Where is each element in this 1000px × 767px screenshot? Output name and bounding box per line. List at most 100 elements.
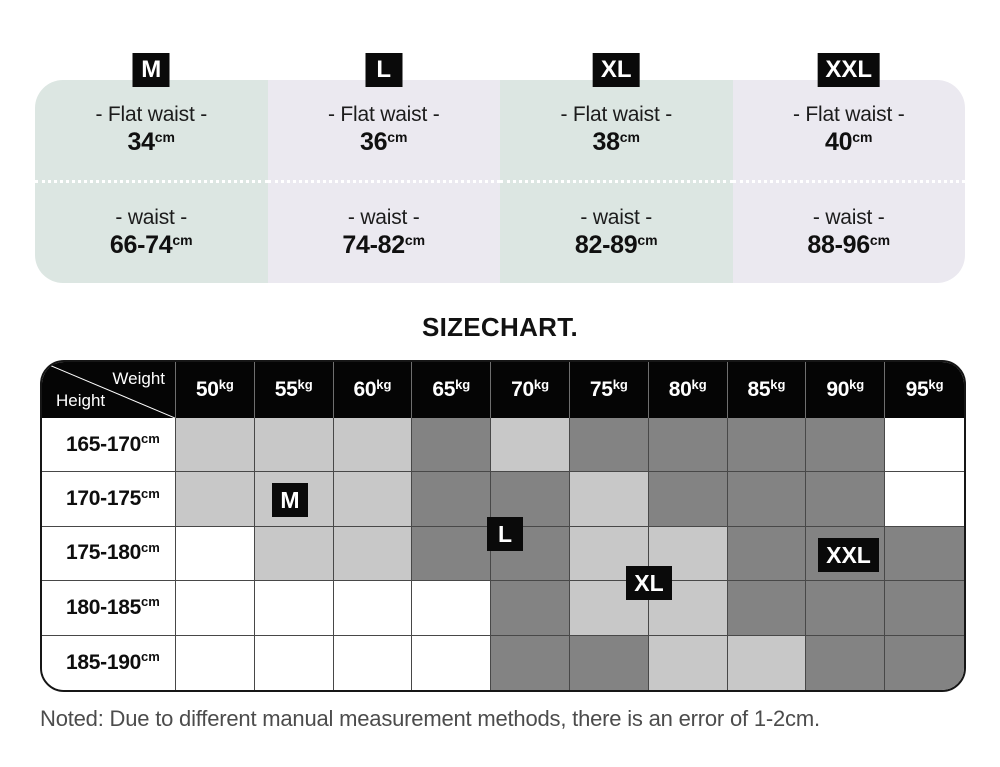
size-cell bbox=[254, 526, 334, 582]
height-row-label-180-185: 180-185 cm bbox=[42, 581, 176, 636]
size-cell bbox=[491, 635, 570, 690]
size-cell bbox=[727, 472, 807, 527]
size-cell bbox=[570, 418, 649, 473]
size-badge-m: M bbox=[132, 53, 170, 87]
unit-superscript: kg bbox=[849, 376, 865, 392]
unit-superscript: kg bbox=[218, 376, 234, 392]
unit-superscript: kg bbox=[376, 376, 392, 392]
table-size-badge-xxl: XXL bbox=[818, 538, 879, 572]
size-cell bbox=[885, 418, 964, 473]
unit-superscript: cm bbox=[172, 232, 193, 248]
unit-superscript: cm bbox=[637, 232, 658, 248]
flat-waist-label: - Flat waist - bbox=[327, 103, 440, 126]
size-table-grid: Weight Height 50 kg 55 kg 60 kg 65 kg 70 kg 75 kg 80 kg… bbox=[42, 362, 964, 690]
size-cell bbox=[648, 418, 728, 473]
page-title: SIZECHART. bbox=[421, 312, 579, 342]
waist-value: 74-82cm bbox=[342, 231, 426, 259]
unit-superscript: kg bbox=[691, 376, 707, 392]
flat-waist-section: - Flat waist -36cm bbox=[267, 80, 500, 183]
size-badge-xl: XL bbox=[592, 53, 640, 87]
unit-superscript: cm bbox=[619, 129, 640, 145]
corner-weight-label: Weight bbox=[112, 369, 165, 388]
size-cell bbox=[648, 635, 728, 690]
flat-waist-label: - Flat waist - bbox=[560, 103, 673, 126]
size-cell bbox=[412, 635, 492, 690]
size-cell bbox=[333, 418, 413, 473]
height-row-label-185-190: 185-190 cm bbox=[42, 635, 176, 690]
size-cell bbox=[254, 581, 334, 636]
waist-section: - waist -66-74cm bbox=[35, 183, 268, 283]
flat-waist-value: 40cm bbox=[825, 128, 873, 156]
size-cell bbox=[333, 526, 413, 582]
size-cell bbox=[333, 472, 413, 527]
flat-waist-label: - Flat waist - bbox=[95, 103, 208, 126]
weight-header-90kg: 90 kg bbox=[806, 362, 886, 418]
size-cell bbox=[806, 581, 886, 636]
size-cell bbox=[333, 635, 413, 690]
flat-waist-section: - Flat waist -38cm bbox=[500, 80, 733, 183]
size-cell bbox=[727, 581, 807, 636]
flat-waist-section: - Flat waist -40cm bbox=[732, 80, 965, 183]
size-cell bbox=[727, 635, 807, 690]
unit-superscript: cm bbox=[852, 129, 873, 145]
size-cell bbox=[176, 635, 255, 690]
measurement-note: Noted: Due to different manual measureme… bbox=[40, 706, 820, 731]
weight-header-60kg: 60 kg bbox=[333, 362, 413, 418]
size-column-l: L- Flat waist -36cm - waist -74-82cm bbox=[267, 53, 500, 283]
size-column-m: M- Flat waist -34cm - waist -66-74cm bbox=[35, 53, 268, 283]
unit-superscript: kg bbox=[770, 376, 786, 392]
size-column-xxl: XXL - Flat waist -40cm - waist -88-96cm bbox=[732, 53, 966, 283]
unit-superscript: cm bbox=[154, 129, 175, 145]
unit-superscript: cm bbox=[869, 232, 891, 248]
measurement-panel: M- Flat waist -34cm - waist -66-74cm L - Fl… bbox=[35, 53, 966, 283]
size-cell bbox=[412, 472, 492, 527]
waist-value: 88-96cm bbox=[807, 231, 891, 259]
size-cell bbox=[885, 472, 964, 527]
waist-label: - waist - bbox=[580, 206, 653, 229]
size-cell bbox=[806, 635, 886, 690]
size-cell bbox=[727, 526, 807, 582]
size-cell bbox=[570, 635, 649, 690]
waist-label: - waist - bbox=[347, 206, 420, 229]
unit-superscript: cm bbox=[387, 129, 408, 145]
size-cell bbox=[885, 526, 964, 582]
height-row-label-170-175: 170-175 cm bbox=[42, 472, 176, 527]
weight-header-70kg: 70 kg bbox=[491, 362, 570, 418]
size-badge-l: L bbox=[365, 53, 403, 87]
flat-waist-value: 36cm bbox=[360, 128, 408, 156]
size-cell bbox=[412, 418, 492, 473]
unit-superscript: kg bbox=[612, 376, 628, 392]
size-cell bbox=[727, 418, 807, 473]
waist-label: - waist - bbox=[812, 206, 885, 229]
size-cell bbox=[491, 472, 570, 527]
waist-value: 82-89cm bbox=[574, 231, 658, 259]
waist-section: - waist -82-89cm bbox=[500, 183, 733, 283]
unit-superscript: cm bbox=[140, 594, 160, 610]
size-cell bbox=[176, 472, 255, 527]
unit-superscript: cm bbox=[404, 232, 426, 248]
size-table: Weight Height 50 kg 55 kg 60 kg 65 kg 70 kg 75 kg 80 kg… bbox=[40, 360, 966, 692]
size-cell bbox=[254, 635, 334, 690]
unit-superscript: kg bbox=[928, 376, 944, 392]
size-cell bbox=[806, 472, 886, 527]
height-row-label-175-180: 175-180 cm bbox=[42, 526, 176, 582]
size-cell bbox=[254, 418, 334, 473]
weight-header-65kg: 65 kg bbox=[412, 362, 492, 418]
size-cell bbox=[570, 472, 649, 527]
size-cell bbox=[412, 581, 492, 636]
table-size-badge-xl: XL bbox=[626, 566, 672, 600]
flat-waist-value: 34cm bbox=[127, 128, 175, 156]
weight-header-55kg: 55 kg bbox=[254, 362, 334, 418]
size-cell bbox=[176, 581, 255, 636]
table-size-badge-m: M bbox=[272, 483, 308, 517]
table-size-badge-l: L bbox=[487, 517, 523, 551]
weight-header-80kg: 80 kg bbox=[648, 362, 728, 418]
flat-waist-value: 38cm bbox=[592, 128, 640, 156]
size-cell bbox=[648, 472, 728, 527]
size-cell bbox=[885, 581, 964, 636]
weight-header-75kg: 75 kg bbox=[570, 362, 649, 418]
waist-value: 66-74cm bbox=[109, 231, 193, 259]
flat-waist-section: - Flat waist -34cm bbox=[35, 80, 268, 183]
waist-section: - waist -88-96cm bbox=[733, 183, 966, 283]
